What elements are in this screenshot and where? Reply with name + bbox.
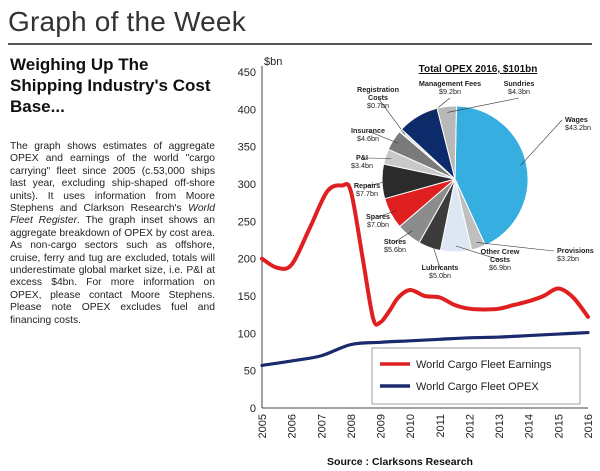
- pie-label: Management Fees: [419, 79, 481, 88]
- y-tick-label: 150: [238, 291, 256, 303]
- y-tick-label: 450: [238, 67, 256, 79]
- pie-leader-line: [431, 241, 441, 269]
- pie-leader-line: [447, 97, 520, 113]
- x-tick-label: 2011: [435, 414, 447, 438]
- pie-label: Insurance: [351, 126, 385, 135]
- y-tick-label: 300: [238, 179, 256, 191]
- pie-leader-line: [367, 130, 399, 144]
- x-tick-label: 2008: [346, 414, 358, 438]
- pie-leader-line: [377, 97, 406, 135]
- pie-label: Spares: [366, 212, 390, 221]
- pie-label: Stores: [384, 237, 406, 246]
- pie-value: $4.3bn: [508, 87, 530, 96]
- pie-leader-line: [520, 119, 563, 166]
- pie-label-line: Costs: [490, 255, 510, 264]
- earnings-line: [260, 181, 590, 327]
- pie-label: P&I: [356, 153, 368, 162]
- pie-value: $7.0bn: [367, 220, 389, 229]
- pie-label: Provisions: [557, 246, 594, 255]
- pie-leader-line: [394, 230, 413, 243]
- legend-entry: World Cargo Fleet Earnings: [416, 359, 552, 371]
- y-tick-label: 0: [250, 403, 256, 415]
- y-tick-label: 100: [238, 328, 256, 340]
- pie-label-line: Spares: [366, 212, 390, 221]
- pie-leader-line: [476, 242, 555, 252]
- x-tick-label: 2006: [287, 414, 299, 438]
- y-tick-label: 50: [244, 366, 256, 378]
- pie-label: Wages: [565, 115, 588, 124]
- pie-value: $43.2bn: [565, 123, 591, 132]
- pie-label-line: Stores: [384, 237, 406, 246]
- body-text-2: . The graph inset shows an aggregate bre…: [10, 215, 215, 326]
- y-tick-label: 200: [238, 254, 256, 266]
- pie-slice: [436, 105, 457, 180]
- x-tick-label: 2007: [316, 414, 328, 438]
- pie-leader-line: [377, 210, 397, 218]
- pie-value: $5.0bn: [429, 271, 451, 280]
- pie-slice: [454, 105, 529, 247]
- article-body: The graph shows estimates of aggregate O…: [10, 141, 215, 327]
- pie-value: $0.7bn: [367, 101, 389, 110]
- y-axis-label: $bn: [264, 56, 282, 68]
- page-title: Graph of the Week: [8, 6, 246, 37]
- pie-value: $3.2bn: [557, 254, 579, 263]
- pie-label-line: Provisions: [557, 246, 594, 255]
- pie-label-line: Sundries: [504, 79, 535, 88]
- pie-leader-line: [455, 245, 501, 261]
- pie-value: $5.6bn: [384, 245, 406, 254]
- pie-label-line: Wages: [565, 115, 588, 124]
- source-note: Source : Clarksons Research: [327, 456, 473, 468]
- pie-value: $4.6bn: [357, 134, 379, 143]
- y-tick-label: 400: [238, 104, 256, 116]
- pie-label-line: Insurance: [351, 126, 385, 135]
- legend-box: [371, 347, 581, 405]
- line-series: [260, 181, 590, 368]
- body-italic: World Fleet Register: [10, 203, 215, 227]
- pie-value: $7.7bn: [356, 189, 378, 198]
- legend: World Cargo Fleet Earnings World Cargo Fl…: [371, 347, 581, 405]
- x-tick-label: 2010: [405, 414, 417, 438]
- legend-entry: World Cargo Fleet OPEX: [416, 381, 539, 393]
- pie-label: Repairs: [354, 181, 380, 190]
- pie-label-line: Costs: [368, 93, 388, 102]
- pie-value: $9.2bn: [439, 87, 461, 96]
- x-tick-label: 2005: [257, 414, 269, 438]
- x-tick-label: 2014: [524, 414, 536, 438]
- x-tick-label: 2013: [494, 414, 506, 438]
- pie-label-line: Other Crew: [481, 247, 520, 256]
- inset-title: Total OPEX 2016, $101bn: [419, 64, 538, 75]
- opex-line: [260, 330, 590, 368]
- x-tick-label: 2012: [464, 414, 476, 438]
- pie-leader-line: [420, 97, 451, 122]
- pie-inset: Total OPEX 2016, $101bn Wages$43.2bn Provi…: [351, 64, 594, 280]
- pie-label-line: Management Fees: [419, 79, 481, 88]
- pie-label-line: P&I: [356, 153, 368, 162]
- pie-label-line: Repairs: [354, 181, 380, 190]
- x-tick-label: 2015: [553, 414, 565, 438]
- y-tick-label: 250: [238, 216, 256, 228]
- x-tick-label: 2009: [376, 414, 388, 438]
- y-tick-label: 350: [238, 142, 256, 154]
- pie-label-line: Registration: [357, 85, 399, 94]
- x-tick-label: 2016: [583, 414, 595, 438]
- pie-label: Lubricants: [422, 263, 459, 272]
- article-headline: Weighing Up The Shipping Industry's Cost…: [10, 55, 211, 116]
- pie-label: Registration Costs: [357, 85, 399, 102]
- pie-value: $6.9bn: [489, 263, 511, 272]
- pie-label: Other Crew Costs: [481, 247, 520, 264]
- body-text-1: The graph shows estimates of aggregate O…: [10, 141, 215, 215]
- pie-label: Sundries: [504, 79, 535, 88]
- title-divider: [8, 43, 592, 45]
- pie-leader-line: [366, 180, 389, 187]
- pie-value: $3.4bn: [351, 161, 373, 170]
- pie-label-line: Lubricants: [422, 263, 459, 272]
- axes: $bn 0 50 100 150 200 250 300 350 400 450 2005 2006 20…: [238, 56, 595, 438]
